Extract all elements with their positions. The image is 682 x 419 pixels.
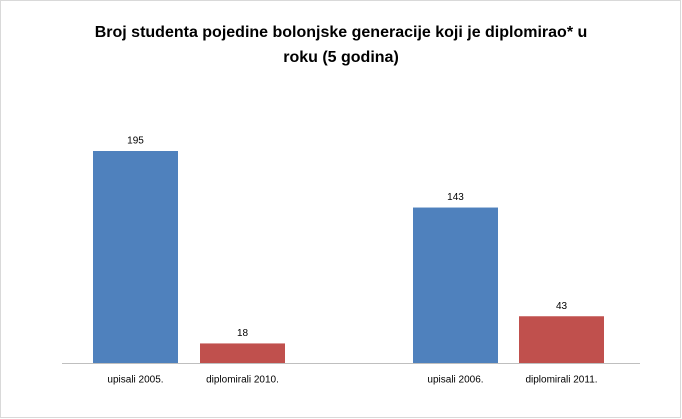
x-tick-label: upisali 2006.	[427, 375, 483, 386]
data-label: 18	[237, 328, 249, 339]
data-label: 143	[447, 192, 464, 203]
bar	[93, 151, 178, 363]
x-tick-label: diplomirali 2011.	[525, 375, 597, 386]
x-tick-label: diplomirali 2010.	[206, 375, 279, 386]
bar	[413, 207, 498, 363]
x-tick-label: upisali 2005.	[107, 375, 163, 386]
data-label: 43	[556, 301, 568, 312]
chart-title: Broj studenta pojedine bolonjske generac…	[94, 24, 588, 66]
bar	[519, 316, 604, 363]
bar	[200, 343, 285, 363]
data-label: 195	[127, 136, 144, 147]
